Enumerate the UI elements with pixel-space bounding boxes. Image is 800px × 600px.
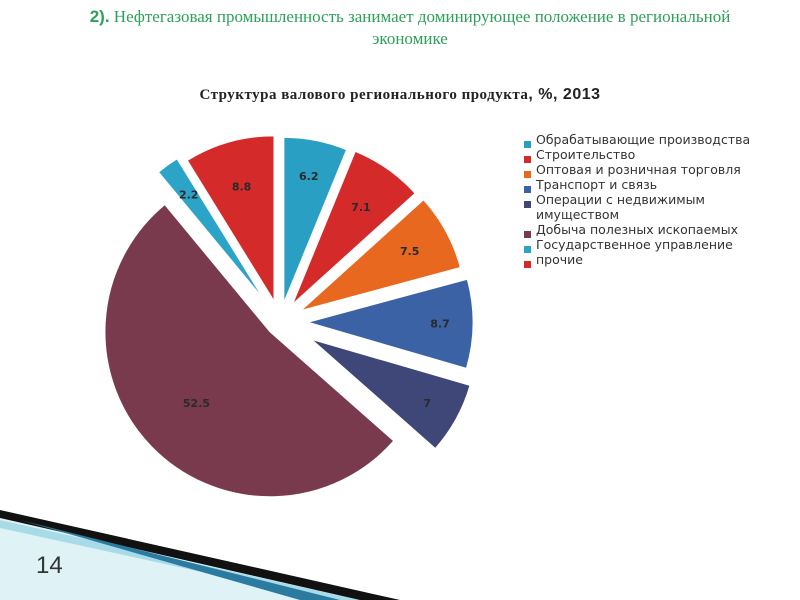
pie-slice — [186, 135, 275, 303]
pie-slice — [306, 278, 474, 369]
pie-slice — [292, 150, 416, 305]
chart-title: Структура валового регионального продукт… — [60, 86, 740, 104]
legend-label: Государственное управление — [536, 237, 733, 252]
legend-swatch — [524, 246, 531, 253]
heading-number: 2). — [89, 7, 110, 26]
legend-item: Государственное управление — [524, 237, 754, 253]
legend-swatch — [524, 141, 531, 148]
legend-label: Транспорт и связь — [536, 177, 658, 192]
slice-value-label: 6.2 — [299, 170, 319, 183]
chart-title-text: Структура валового регионального продукт… — [199, 87, 529, 103]
chart-legend: Обрабатывающие производства Строительство… — [524, 132, 754, 268]
chart-title-suffix: , %, 2013 — [528, 86, 601, 103]
heading-text: Нефтегазовая промышленность занимает дом… — [109, 7, 731, 48]
legend-swatch — [524, 201, 531, 208]
slide-heading: 2). Нефтегазовая промышленность занимает… — [60, 6, 760, 50]
legend-item: Обрабатывающие производства — [524, 132, 754, 148]
pie-slice — [157, 158, 265, 300]
legend-swatch — [524, 261, 531, 268]
legend-item: Транспорт и связь — [524, 177, 754, 193]
page-number: 14 — [36, 552, 63, 579]
pie-slice — [300, 199, 461, 311]
pie-slice — [283, 136, 348, 303]
legend-swatch — [524, 186, 531, 193]
slice-value-label: 7.5 — [400, 245, 420, 258]
legend-swatch — [524, 171, 531, 178]
slice-value-label: 52.5 — [183, 397, 210, 410]
legend-label: Операции с недвижимым имуществом — [536, 192, 705, 222]
legend-swatch — [524, 156, 531, 163]
pie-slice — [104, 203, 395, 498]
legend-label: Обрабатывающие производства — [536, 132, 751, 147]
legend-label: прочие — [536, 252, 583, 267]
legend-label: Строительство — [536, 147, 636, 162]
legend-label: Оптовая и розничная торговля — [536, 162, 741, 177]
slice-value-label: 2.2 — [179, 189, 199, 202]
slice-value-label: 8.8 — [232, 181, 252, 194]
pie-slice — [311, 338, 471, 450]
legend-item: Строительство — [524, 147, 754, 163]
legend-label: Добыча полезных ископаемых — [536, 222, 738, 237]
slice-value-label: 8.7 — [430, 318, 450, 331]
slice-value-label: 7 — [423, 397, 431, 410]
legend-item: Оптовая и розничная торговля — [524, 162, 754, 178]
slice-value-label: 7.1 — [351, 201, 371, 214]
legend-item: Операции с недвижимым имуществом — [524, 192, 754, 222]
legend-swatch — [524, 231, 531, 238]
legend-item: Добыча полезных ископаемых — [524, 222, 754, 238]
legend-item: прочие — [524, 252, 754, 268]
